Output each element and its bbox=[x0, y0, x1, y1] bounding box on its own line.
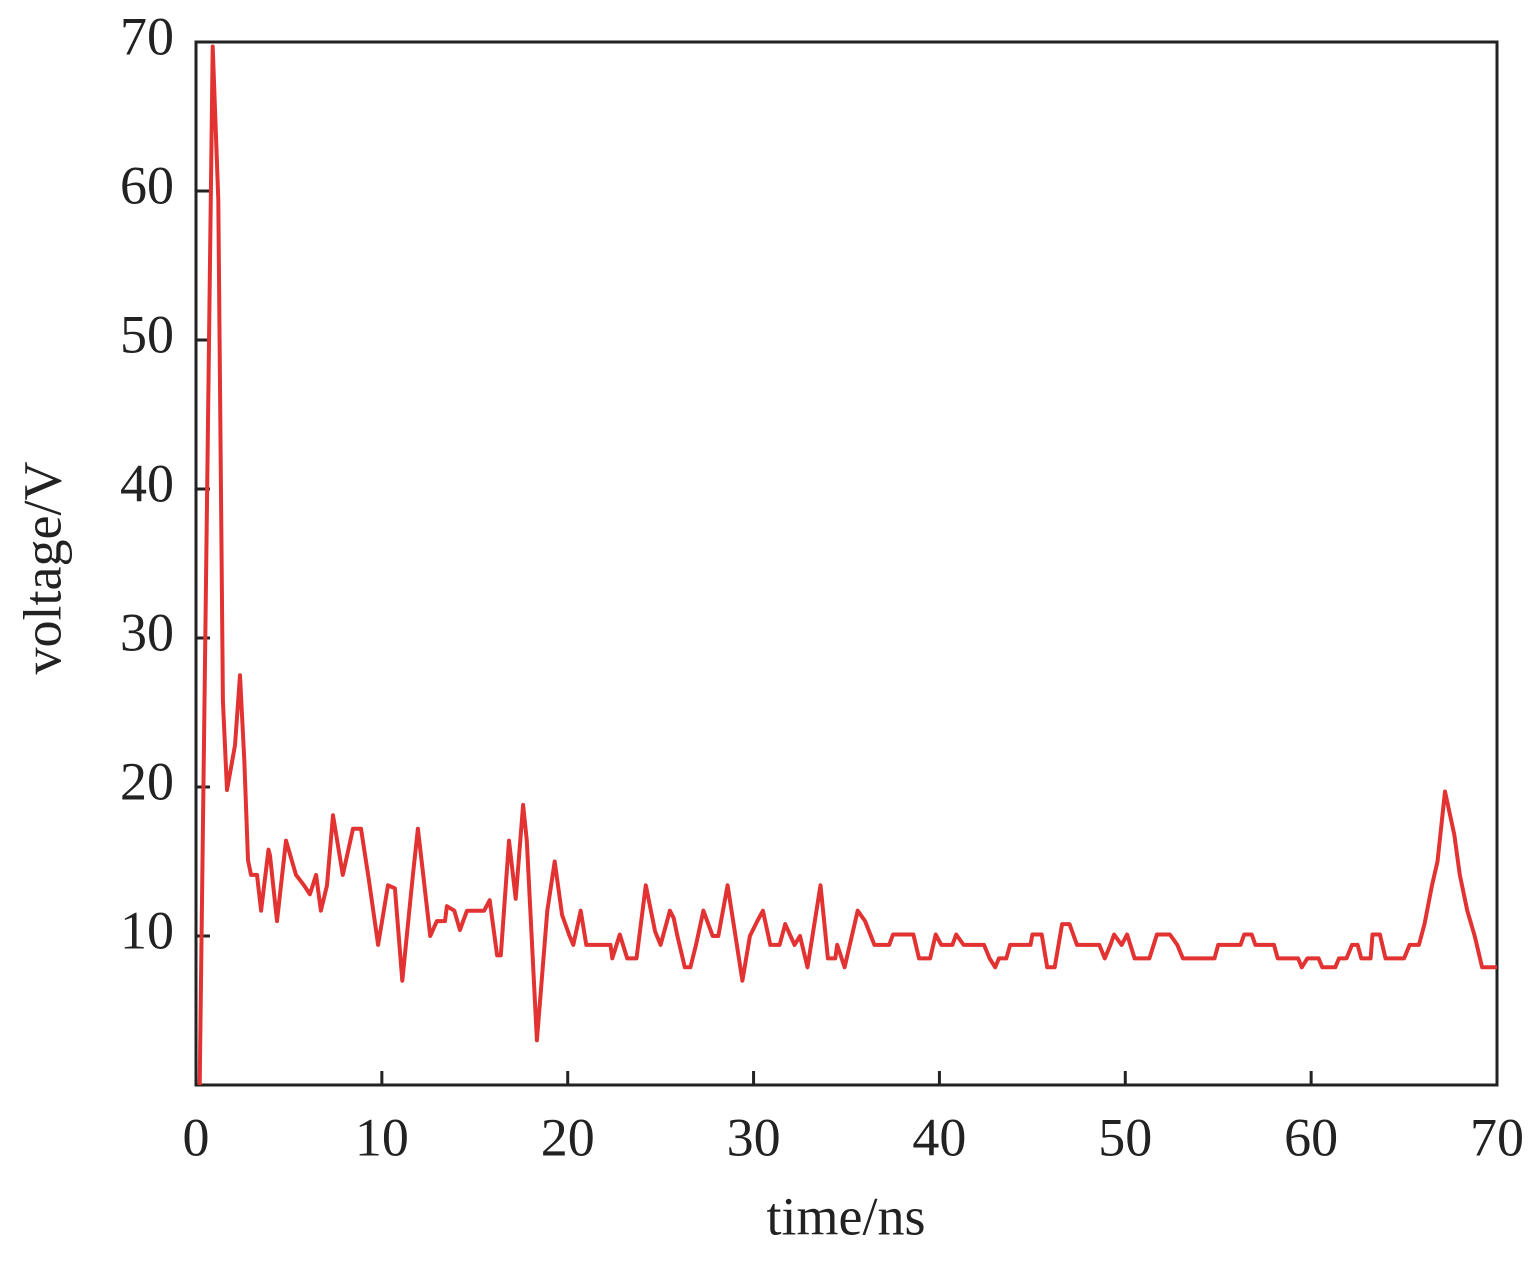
x-tick-label: 20 bbox=[541, 1107, 595, 1167]
x-tick-label: 40 bbox=[912, 1107, 966, 1167]
x-tick-label: 30 bbox=[727, 1107, 781, 1167]
data-line bbox=[197, 44, 1497, 1086]
y-tick-label: 30 bbox=[120, 602, 174, 662]
plot-frame bbox=[194, 40, 1499, 1087]
x-tick-label: 70 bbox=[1470, 1107, 1524, 1167]
y-tick-label: 10 bbox=[120, 900, 174, 960]
y-tick-label: 20 bbox=[120, 751, 174, 811]
x-axis-label: time/ns bbox=[767, 1186, 926, 1246]
y-tick-label: 50 bbox=[120, 304, 174, 364]
y-axis-label: voltage/V bbox=[12, 462, 72, 675]
x-tick-label: 60 bbox=[1284, 1107, 1338, 1167]
y-tick-label: 60 bbox=[120, 155, 174, 215]
x-tick-label: 0 bbox=[183, 1107, 210, 1167]
y-tick-label: 40 bbox=[120, 453, 174, 513]
y-tick-label: 70 bbox=[120, 6, 174, 66]
x-tick-label: 50 bbox=[1098, 1107, 1152, 1167]
x-tick-label: 10 bbox=[355, 1107, 409, 1167]
